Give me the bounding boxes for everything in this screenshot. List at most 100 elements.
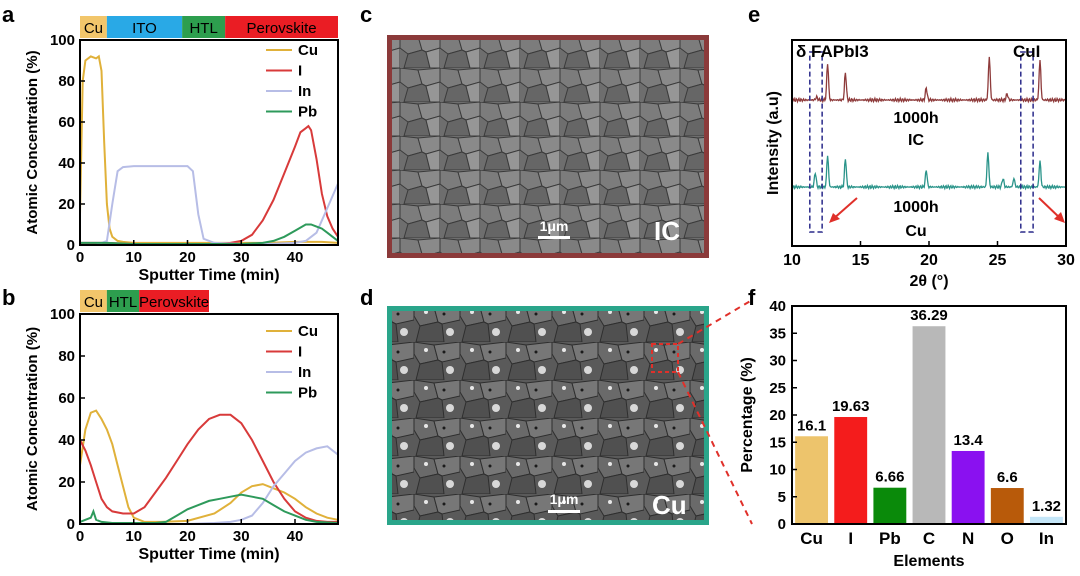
- x-axis-label: Sputter Time (min): [138, 546, 279, 563]
- bar-c: [912, 326, 946, 524]
- scale-bar-c: [538, 236, 570, 239]
- plot-frame: [79, 39, 339, 246]
- layer-band-perovskite: [139, 290, 209, 312]
- y-tick-label: 20: [58, 196, 75, 213]
- sample-label-ic: IC: [654, 216, 680, 246]
- x-tick-label: 30: [233, 528, 250, 545]
- bar-o: [990, 488, 1024, 524]
- x-tick-label: 30: [233, 249, 250, 266]
- series-line-cu: [79, 409, 339, 523]
- x-tick-label: 40: [287, 249, 304, 266]
- x-category-label: In: [1039, 529, 1054, 548]
- x-tick-label: 10: [125, 249, 142, 266]
- bar-n: [951, 450, 985, 524]
- panel-label-c: c: [360, 2, 372, 27]
- panel-label-e: e: [748, 2, 760, 27]
- x-tick-label: 40: [287, 528, 304, 545]
- layer-label-htl: HTL: [109, 294, 137, 311]
- y-tick-label: 60: [58, 390, 75, 407]
- arrow-right-head: [1054, 212, 1065, 223]
- zoom-box: [651, 343, 679, 373]
- bar-value-label: 13.4: [954, 432, 984, 449]
- bar-chart-f: 16.1 Cu 19.63 I 6.66 Pb 36.29 C 13.4 N 6.6 O 1.32 In 0…: [739, 298, 1067, 570]
- x-tick-label: 0: [76, 249, 84, 266]
- x-tick-label: 25: [989, 252, 1007, 269]
- x-tick-label: 10: [783, 252, 801, 269]
- series-line-i: [80, 124, 339, 245]
- legend-label-cu: Cu: [298, 42, 318, 59]
- series-line-in: [80, 165, 339, 246]
- annotation-1000h-ic: 1000h: [893, 110, 938, 127]
- y-tick-label: 15: [769, 434, 786, 451]
- legend-label-cu: Cu: [298, 323, 318, 340]
- x-tick-label: 20: [179, 528, 196, 545]
- bar-value-label: 19.63: [832, 398, 870, 415]
- layer-band-perovskite: [225, 16, 338, 38]
- y-tick-label: 35: [769, 325, 786, 342]
- scale-label-d: 1μm: [550, 491, 579, 507]
- scale-bar-d: [548, 510, 580, 513]
- bar-cu: [795, 436, 829, 524]
- x-category-label: Pb: [879, 529, 901, 548]
- series-line-i: [79, 413, 338, 523]
- scale-label-c: 1μm: [540, 218, 569, 234]
- sem-ic-texture: [388, 36, 708, 257]
- y-tick-label: 100: [50, 32, 75, 49]
- x-category-label: I: [848, 529, 853, 548]
- x-category-label: N: [962, 529, 974, 548]
- plot-frame: [79, 313, 339, 525]
- y-tick-label: 25: [769, 380, 786, 397]
- bar-value-label: 6.6: [997, 469, 1018, 486]
- bar-value-label: 16.1: [797, 417, 826, 434]
- layer-band-ito: [106, 16, 183, 38]
- x-tick-label: 10: [125, 528, 142, 545]
- layer-label-cu: Cu: [84, 20, 103, 37]
- xrd-chart-e: 10 15 20 25 30 2θ (°) Intensity (a.u) δ FAPbI3 C…: [765, 39, 1075, 290]
- y-tick-label: 60: [58, 114, 75, 131]
- y-tick-label: 40: [58, 155, 75, 172]
- layer-band-htl: [182, 16, 226, 38]
- layer-label-htl: HTL: [189, 20, 217, 37]
- y-tick-label: 5: [778, 489, 786, 506]
- highlight-box-1: [809, 51, 823, 233]
- annotation-fapbi3: δ FAPbI3: [796, 42, 869, 61]
- layer-label-ito: ITO: [132, 20, 157, 37]
- legend-label-in: In: [298, 364, 311, 381]
- x-tick-label: 30: [1057, 252, 1075, 269]
- y-tick-label: 80: [58, 73, 75, 90]
- bar-value-label: 36.29: [910, 307, 948, 324]
- y-axis-label: Intensity (a.u): [765, 91, 782, 195]
- y-axis-label: Atomic Concentration (%): [24, 327, 41, 511]
- y-tick-label: 100: [50, 306, 75, 323]
- annotation-1000h-cu: 1000h: [893, 199, 938, 216]
- y-tick-label: 10: [769, 462, 786, 479]
- panel-label-f: f: [748, 285, 756, 310]
- sem-image-cu: 1μm Cu: [387, 306, 709, 525]
- y-tick-label: 0: [67, 237, 75, 254]
- zoom-line-top: [677, 299, 753, 345]
- legend-label-i: I: [298, 344, 302, 361]
- sample-label-cu: Cu: [652, 490, 687, 520]
- x-tick-label: 20: [920, 252, 938, 269]
- legend-label-i: I: [298, 63, 302, 80]
- legend-label-pb: Pb: [298, 385, 317, 402]
- y-axis-label: Atomic Concentration (%): [24, 50, 41, 234]
- y-tick-label: 20: [58, 474, 75, 491]
- y-tick-label: 30: [769, 353, 786, 370]
- x-tick-label: 15: [852, 252, 870, 269]
- x-axis-label: Sputter Time (min): [138, 267, 279, 284]
- y-tick-label: 40: [58, 432, 75, 449]
- arrow-left-head: [829, 213, 840, 223]
- x-tick-label: 0: [76, 528, 84, 545]
- layer-band-htl: [106, 290, 140, 312]
- y-axis-label: Percentage (%): [739, 357, 756, 473]
- layer-band-cu: [80, 16, 107, 38]
- x-tick-label: 20: [179, 249, 196, 266]
- xrd-trace-ic: [791, 56, 1067, 104]
- y-tick-label: 80: [58, 348, 75, 365]
- y-tick-label: 20: [769, 407, 786, 424]
- x-axis-label: Elements: [893, 553, 964, 570]
- y-tick-label: 0: [778, 516, 786, 533]
- bar-value-label: 1.32: [1032, 498, 1061, 515]
- line-chart-a: Cu ITO HTL Perovskite 0 20 40 60 80 100 0 10 20 30 40 S…: [24, 16, 339, 284]
